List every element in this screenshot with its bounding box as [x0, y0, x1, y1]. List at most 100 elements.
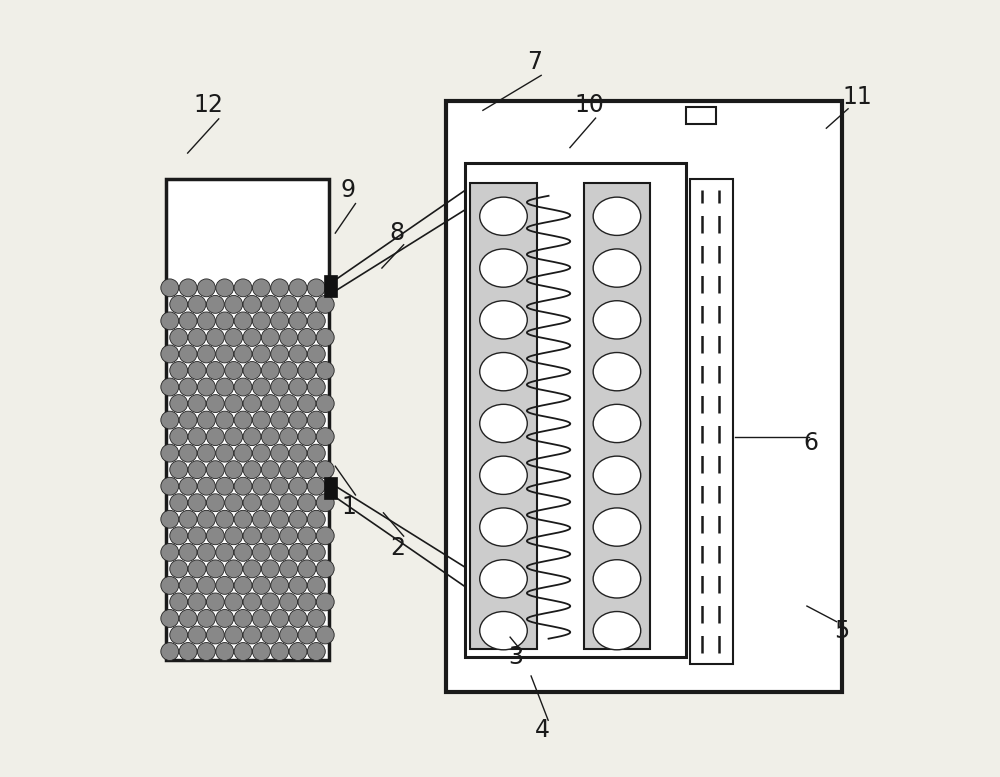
Bar — [686, 107, 716, 124]
Circle shape — [261, 560, 279, 578]
Circle shape — [271, 444, 289, 462]
Circle shape — [243, 329, 261, 347]
Bar — [584, 183, 650, 649]
Circle shape — [316, 626, 334, 644]
Text: 1: 1 — [341, 495, 356, 518]
Circle shape — [197, 543, 215, 561]
Circle shape — [179, 279, 197, 297]
Circle shape — [197, 279, 215, 297]
Ellipse shape — [593, 197, 641, 235]
Circle shape — [289, 577, 307, 594]
Circle shape — [271, 609, 289, 627]
Circle shape — [316, 427, 334, 445]
Circle shape — [298, 626, 316, 644]
Circle shape — [316, 461, 334, 479]
Circle shape — [298, 361, 316, 379]
Circle shape — [179, 477, 197, 495]
Circle shape — [307, 411, 325, 429]
Ellipse shape — [593, 559, 641, 598]
Circle shape — [271, 279, 289, 297]
Circle shape — [289, 411, 307, 429]
Circle shape — [280, 527, 298, 545]
Circle shape — [280, 494, 298, 512]
Circle shape — [289, 510, 307, 528]
Ellipse shape — [480, 301, 527, 339]
Ellipse shape — [593, 249, 641, 287]
Circle shape — [298, 461, 316, 479]
Circle shape — [252, 643, 270, 660]
Circle shape — [298, 560, 316, 578]
Circle shape — [234, 279, 252, 297]
Circle shape — [170, 295, 188, 313]
Circle shape — [280, 329, 298, 347]
Circle shape — [197, 609, 215, 627]
Circle shape — [243, 626, 261, 644]
Circle shape — [316, 395, 334, 413]
Circle shape — [161, 378, 179, 396]
Circle shape — [307, 643, 325, 660]
Circle shape — [298, 593, 316, 611]
Ellipse shape — [593, 456, 641, 494]
Circle shape — [170, 626, 188, 644]
Circle shape — [298, 395, 316, 413]
Ellipse shape — [480, 249, 527, 287]
Circle shape — [225, 494, 243, 512]
Circle shape — [188, 494, 206, 512]
Circle shape — [225, 361, 243, 379]
Circle shape — [298, 494, 316, 512]
Circle shape — [289, 477, 307, 495]
Circle shape — [216, 411, 234, 429]
Circle shape — [298, 295, 316, 313]
Text: 11: 11 — [843, 85, 872, 109]
Circle shape — [289, 543, 307, 561]
Circle shape — [298, 427, 316, 445]
Circle shape — [197, 312, 215, 329]
Circle shape — [307, 510, 325, 528]
Circle shape — [280, 295, 298, 313]
Circle shape — [206, 626, 224, 644]
Text: 5: 5 — [834, 619, 850, 643]
Bar — [446, 101, 842, 692]
Circle shape — [280, 361, 298, 379]
Circle shape — [225, 461, 243, 479]
Circle shape — [252, 577, 270, 594]
Circle shape — [197, 444, 215, 462]
Ellipse shape — [593, 353, 641, 391]
Circle shape — [316, 295, 334, 313]
Circle shape — [243, 427, 261, 445]
Circle shape — [234, 543, 252, 561]
Circle shape — [234, 312, 252, 329]
Circle shape — [271, 477, 289, 495]
Circle shape — [271, 577, 289, 594]
Circle shape — [261, 527, 279, 545]
Circle shape — [206, 361, 224, 379]
Circle shape — [316, 361, 334, 379]
Circle shape — [179, 609, 197, 627]
Bar — [470, 183, 537, 649]
Circle shape — [179, 643, 197, 660]
Circle shape — [234, 510, 252, 528]
Circle shape — [161, 444, 179, 462]
Circle shape — [307, 543, 325, 561]
Text: 7: 7 — [527, 51, 542, 74]
Circle shape — [206, 295, 224, 313]
Circle shape — [243, 295, 261, 313]
Circle shape — [234, 411, 252, 429]
Circle shape — [298, 527, 316, 545]
Circle shape — [188, 361, 206, 379]
Bar — [324, 275, 337, 297]
Ellipse shape — [480, 197, 527, 235]
Circle shape — [161, 543, 179, 561]
Circle shape — [289, 345, 307, 363]
Circle shape — [225, 329, 243, 347]
Circle shape — [289, 444, 307, 462]
Ellipse shape — [480, 559, 527, 598]
Circle shape — [252, 411, 270, 429]
Circle shape — [170, 461, 188, 479]
Text: 6: 6 — [803, 431, 818, 455]
Circle shape — [261, 361, 279, 379]
Circle shape — [170, 560, 188, 578]
Circle shape — [261, 329, 279, 347]
Circle shape — [252, 609, 270, 627]
Circle shape — [206, 527, 224, 545]
